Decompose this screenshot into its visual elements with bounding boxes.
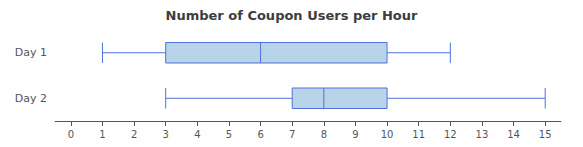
svg-text:Day 2: Day 2 (15, 92, 47, 105)
svg-text:15: 15 (539, 129, 552, 140)
svg-text:12: 12 (444, 129, 457, 140)
svg-text:14: 14 (507, 129, 520, 140)
svg-text:2: 2 (131, 129, 137, 140)
svg-text:Number of Coupon Users per Hou: Number of Coupon Users per Hour (166, 8, 419, 23)
svg-text:9: 9 (352, 129, 358, 140)
svg-text:0: 0 (68, 129, 74, 140)
svg-text:11: 11 (412, 129, 425, 140)
svg-text:Day 1: Day 1 (15, 46, 47, 59)
svg-text:3: 3 (163, 129, 169, 140)
svg-text:6: 6 (257, 129, 263, 140)
svg-text:8: 8 (321, 129, 327, 140)
svg-text:4: 4 (194, 129, 200, 140)
svg-text:1: 1 (99, 129, 105, 140)
svg-text:13: 13 (476, 129, 489, 140)
svg-text:5: 5 (226, 129, 232, 140)
svg-text:10: 10 (381, 129, 394, 140)
svg-text:7: 7 (289, 129, 295, 140)
